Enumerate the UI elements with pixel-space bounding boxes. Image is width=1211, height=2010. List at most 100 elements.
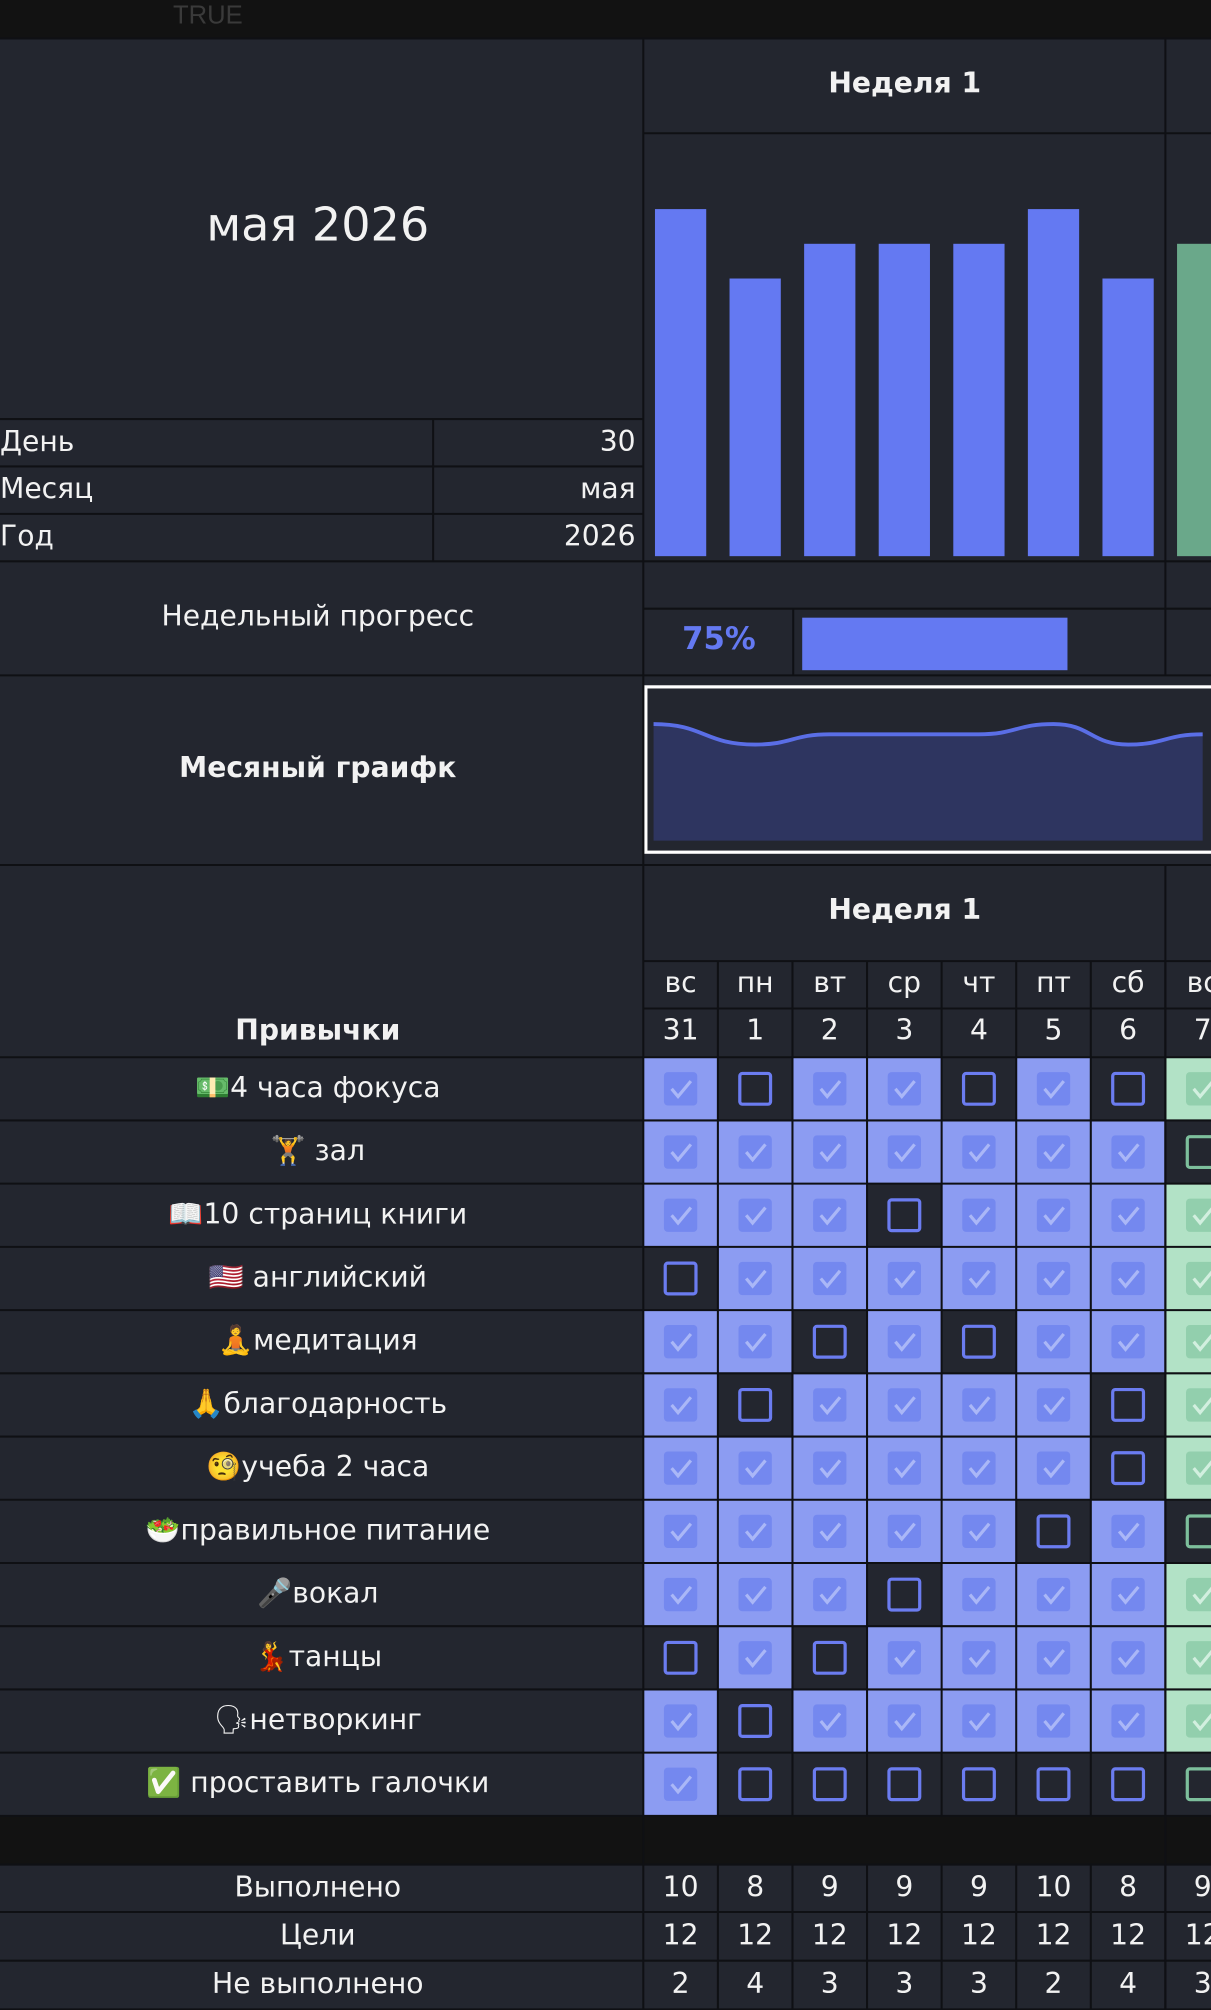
checkbox-checked[interactable] [1036,1325,1071,1359]
checkbox-empty[interactable] [663,1640,698,1675]
checkbox-checked[interactable] [1036,1451,1071,1485]
checkbox-checked[interactable] [887,1388,922,1422]
checkbox-checked[interactable] [962,1704,996,1738]
checkbox-checked[interactable] [1186,1577,1211,1612]
checkbox-checked[interactable] [663,1135,698,1169]
checkbox-empty[interactable] [961,1071,996,1106]
checkbox-empty[interactable] [663,1261,698,1296]
checkbox-checked[interactable] [663,1577,698,1612]
checkbox-empty[interactable] [1111,1387,1146,1422]
checkbox-checked[interactable] [1111,1135,1145,1169]
checkbox-checked[interactable] [1111,1641,1145,1675]
check-mark [819,1206,842,1226]
checkbox-checked[interactable] [887,1704,922,1738]
checkbox-checked[interactable] [887,1072,922,1106]
checkbox-checked[interactable] [1186,1388,1211,1422]
checkbox-checked[interactable] [887,1325,922,1359]
checkbox-checked[interactable] [1186,1704,1211,1738]
checkbox-empty[interactable] [738,1704,773,1739]
check-mark [1117,1585,1140,1605]
checkbox-checked[interactable] [738,1198,772,1232]
checkbox-checked[interactable] [1186,1072,1211,1106]
checkbox-empty[interactable] [1036,1767,1071,1802]
checkbox-checked[interactable] [1036,1577,1071,1612]
checkbox-checked[interactable] [962,1388,996,1422]
checkbox-checked[interactable] [1036,1261,1071,1296]
checkbox-checked[interactable] [1111,1325,1145,1359]
checkbox-checked[interactable] [887,1135,922,1169]
checkbox-checked[interactable] [962,1514,996,1549]
checkbox-checked[interactable] [962,1641,996,1675]
checkbox-empty[interactable] [961,1324,996,1359]
checkbox-checked[interactable] [738,1577,772,1612]
checkbox-checked[interactable] [1111,1198,1145,1232]
checkbox-checked[interactable] [813,1388,847,1422]
checkbox-empty[interactable] [961,1767,996,1802]
checkbox-empty[interactable] [812,1767,847,1802]
checkbox-checked[interactable] [738,1135,772,1169]
checkbox-checked[interactable] [738,1514,772,1549]
checkbox-checked[interactable] [1186,1641,1211,1675]
checkbox-empty[interactable] [812,1324,847,1359]
checkbox-checked[interactable] [663,1514,698,1549]
checkbox-checked[interactable] [663,1451,698,1485]
checkbox-empty[interactable] [1185,1514,1211,1549]
checkbox-checked[interactable] [962,1135,996,1169]
checkbox-checked[interactable] [738,1451,772,1485]
day-bar [878,243,930,557]
checkbox-checked[interactable] [1036,1388,1071,1422]
checkbox-checked[interactable] [813,1261,847,1296]
checkbox-checked[interactable] [1036,1135,1071,1169]
checkbox-checked[interactable] [738,1325,772,1359]
checkbox-empty[interactable] [887,1577,922,1612]
checkbox-empty[interactable] [1036,1514,1071,1549]
checkbox-checked[interactable] [962,1577,996,1612]
checkbox-checked[interactable] [887,1451,922,1485]
checkbox-checked[interactable] [813,1514,847,1549]
checkbox-checked[interactable] [738,1261,772,1296]
checkbox-empty[interactable] [738,1071,773,1106]
checkbox-checked[interactable] [663,1767,698,1801]
checkbox-checked[interactable] [1186,1198,1211,1232]
checkbox-checked[interactable] [663,1704,698,1738]
checkbox-checked[interactable] [813,1704,847,1738]
checkbox-checked[interactable] [962,1261,996,1296]
checkbox-empty[interactable] [887,1198,922,1233]
checkbox-checked[interactable] [1036,1072,1071,1106]
checkbox-checked[interactable] [738,1641,772,1675]
checkbox-checked[interactable] [1111,1261,1145,1296]
checkbox-checked[interactable] [1111,1514,1145,1549]
checkbox-checked[interactable] [1036,1704,1071,1738]
checkbox-empty[interactable] [738,1387,773,1422]
checkbox-checked[interactable] [1186,1325,1211,1359]
checkbox-checked[interactable] [887,1514,922,1549]
checkbox-checked[interactable] [663,1388,698,1422]
checkbox-checked[interactable] [663,1072,698,1106]
checkbox-checked[interactable] [962,1451,996,1485]
checkbox-checked[interactable] [1186,1451,1211,1485]
checkbox-empty[interactable] [1185,1767,1211,1802]
checkbox-checked[interactable] [962,1198,996,1232]
checkbox-checked[interactable] [1036,1198,1071,1232]
checkbox-checked[interactable] [813,1451,847,1485]
checkbox-checked[interactable] [663,1198,698,1232]
checkbox-checked[interactable] [813,1198,847,1232]
checkbox-empty[interactable] [1111,1767,1146,1802]
checkbox-checked[interactable] [813,1577,847,1612]
checkbox-checked[interactable] [813,1135,847,1169]
checkbox-checked[interactable] [887,1261,922,1296]
checkbox-empty[interactable] [1111,1071,1146,1106]
checkbox-checked[interactable] [813,1072,847,1106]
checkbox-checked[interactable] [663,1325,698,1359]
checkbox-checked[interactable] [1111,1704,1145,1738]
checkbox-empty[interactable] [1111,1451,1146,1486]
checkbox-empty[interactable] [887,1767,922,1802]
checkbox-empty[interactable] [812,1640,847,1675]
checkbox-checked[interactable] [1111,1577,1145,1612]
check-mark [744,1522,767,1542]
checkbox-checked[interactable] [1036,1641,1071,1675]
checkbox-empty[interactable] [1185,1135,1211,1170]
checkbox-empty[interactable] [738,1767,773,1802]
checkbox-checked[interactable] [887,1641,922,1675]
checkbox-checked[interactable] [1186,1261,1211,1296]
